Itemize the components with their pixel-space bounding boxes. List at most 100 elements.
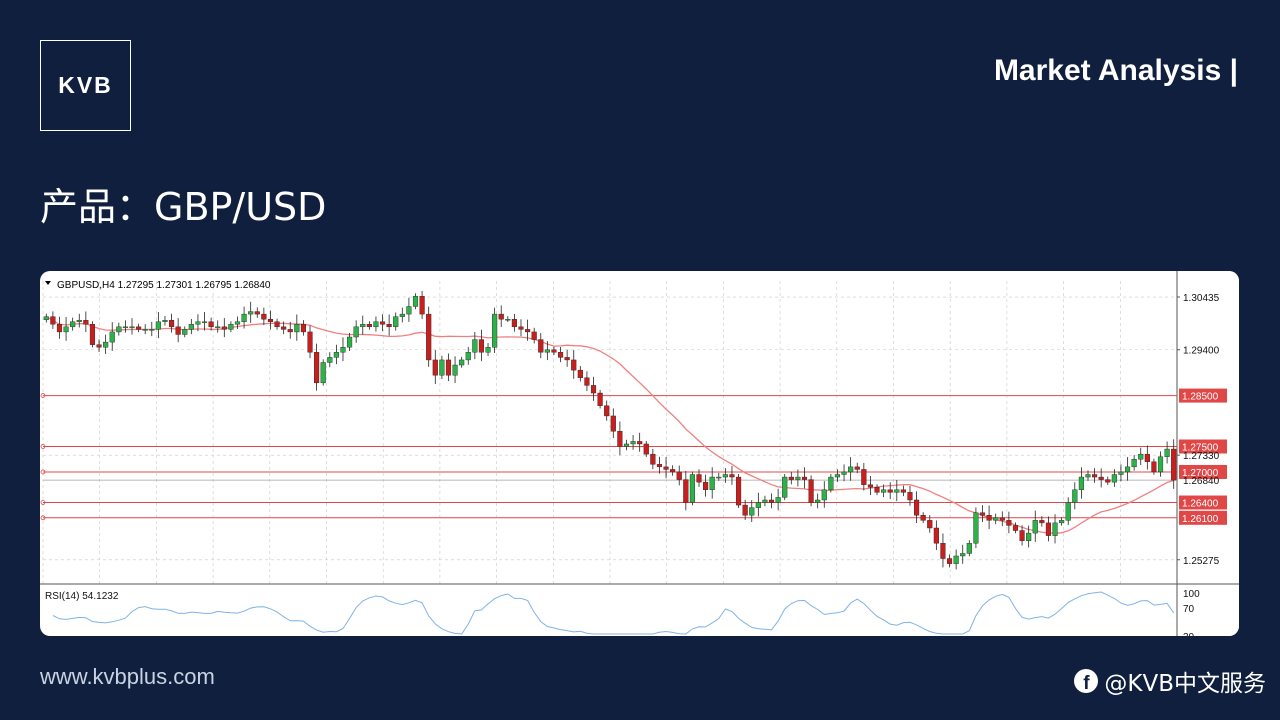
candle-body bbox=[590, 385, 597, 394]
candle-body bbox=[439, 359, 445, 376]
candle-body bbox=[676, 471, 682, 480]
candle-body bbox=[1032, 520, 1038, 534]
candle-body bbox=[762, 499, 768, 503]
candle-body bbox=[782, 476, 788, 498]
candle-body bbox=[795, 476, 801, 480]
kvb-logo: KVB bbox=[40, 40, 131, 131]
candle-body bbox=[683, 479, 689, 503]
candle-body bbox=[465, 352, 471, 361]
social-handle[interactable]: f @KVB中文服务 bbox=[1074, 664, 1266, 698]
candle-body bbox=[696, 474, 702, 483]
candle-body bbox=[1105, 479, 1111, 483]
candle-body bbox=[307, 331, 313, 353]
candle-body bbox=[630, 441, 636, 445]
candle-body bbox=[248, 311, 254, 315]
candle-body bbox=[129, 326, 135, 329]
candle-body bbox=[109, 331, 115, 343]
candle-body bbox=[50, 316, 56, 325]
candle-body bbox=[412, 296, 419, 307]
candle-body bbox=[1026, 532, 1032, 541]
candle-body bbox=[122, 326, 128, 329]
price-tick-label: 1.29400 bbox=[1183, 346, 1220, 357]
candle-body bbox=[56, 324, 63, 333]
candle-body bbox=[993, 517, 999, 521]
candle-body bbox=[333, 352, 339, 358]
level-marker bbox=[40, 500, 46, 505]
candle-body bbox=[287, 329, 293, 333]
level-marker bbox=[40, 393, 46, 398]
candle-body bbox=[373, 321, 379, 328]
candle-body bbox=[815, 499, 821, 503]
candle-body bbox=[1092, 474, 1098, 478]
candle-body bbox=[472, 339, 478, 353]
candle-body bbox=[940, 543, 946, 559]
rsi-tick-label: 30 bbox=[1183, 632, 1195, 636]
candle-body bbox=[281, 326, 287, 330]
level-label: 1.27500 bbox=[1182, 443, 1219, 454]
level-tag bbox=[1179, 388, 1227, 403]
candle-body bbox=[445, 359, 452, 376]
candle-body bbox=[360, 324, 366, 328]
candle-body bbox=[215, 326, 221, 329]
logo-text: KVB bbox=[58, 72, 113, 98]
candle-body bbox=[452, 364, 458, 376]
candle-body bbox=[617, 431, 623, 447]
candle-body bbox=[1164, 448, 1170, 457]
candle-body bbox=[597, 392, 603, 406]
rsi-tick-label: 100 bbox=[1183, 589, 1200, 600]
candle-body bbox=[874, 487, 880, 493]
candle-body bbox=[103, 341, 109, 348]
candle-body bbox=[63, 326, 69, 333]
level-label: 1.28500 bbox=[1182, 392, 1219, 403]
candle-body bbox=[841, 471, 847, 475]
candle-body bbox=[518, 326, 524, 330]
facebook-icon: f bbox=[1074, 669, 1099, 693]
candle-body bbox=[538, 339, 544, 353]
rsi-line bbox=[52, 591, 1175, 635]
level-tag bbox=[1179, 464, 1227, 479]
candle-body bbox=[267, 318, 274, 322]
candle-body bbox=[149, 329, 155, 331]
rsi-tick-label: 70 bbox=[1183, 604, 1195, 615]
level-marker bbox=[40, 469, 46, 475]
chart-menu-triangle-icon[interactable] bbox=[45, 281, 51, 285]
level-marker bbox=[40, 444, 46, 449]
candle-body bbox=[228, 324, 234, 330]
candle-body bbox=[83, 320, 89, 325]
candle-body bbox=[1098, 476, 1104, 480]
candle-body bbox=[426, 313, 432, 361]
candle-body bbox=[637, 441, 643, 445]
candle-body bbox=[1065, 502, 1071, 521]
level-label: 1.27000 bbox=[1182, 468, 1219, 479]
candle-body bbox=[742, 504, 748, 516]
candle-body bbox=[735, 476, 742, 506]
chart-card: 1.28500 1.27500 1.27000 1.26400 1.26100 1.30… bbox=[40, 271, 1239, 636]
candle-body bbox=[221, 326, 227, 330]
candle-body bbox=[973, 512, 979, 544]
rsi-panel: RSI(14) 54.1232 100 70 30 bbox=[45, 589, 1200, 636]
candle-body bbox=[610, 415, 616, 432]
candle-body bbox=[834, 474, 841, 478]
candle-body bbox=[933, 527, 939, 544]
candle-body bbox=[900, 489, 906, 493]
candle-body bbox=[1006, 520, 1012, 526]
candle-body bbox=[749, 507, 755, 516]
candle-body bbox=[604, 405, 610, 417]
candle-body bbox=[498, 313, 504, 320]
candle-body bbox=[946, 558, 953, 564]
candle-body bbox=[511, 318, 517, 328]
price-chart: 1.28500 1.27500 1.27000 1.26400 1.26100 1.30… bbox=[40, 271, 1239, 636]
level-marker bbox=[40, 515, 46, 521]
candle-body bbox=[584, 377, 590, 386]
candle-body bbox=[894, 489, 900, 493]
candle-body bbox=[960, 553, 966, 557]
candle-body bbox=[1059, 520, 1065, 524]
candle-body bbox=[854, 466, 860, 470]
current-price-label: 1.26840 bbox=[1183, 476, 1220, 487]
website-link[interactable]: www.kvbplus.com bbox=[40, 664, 215, 689]
candle-body bbox=[881, 489, 887, 493]
level-label: 1.26400 bbox=[1182, 499, 1219, 510]
candle-body bbox=[999, 517, 1005, 521]
candle-body bbox=[234, 321, 241, 325]
ma-line bbox=[45, 316, 1174, 534]
